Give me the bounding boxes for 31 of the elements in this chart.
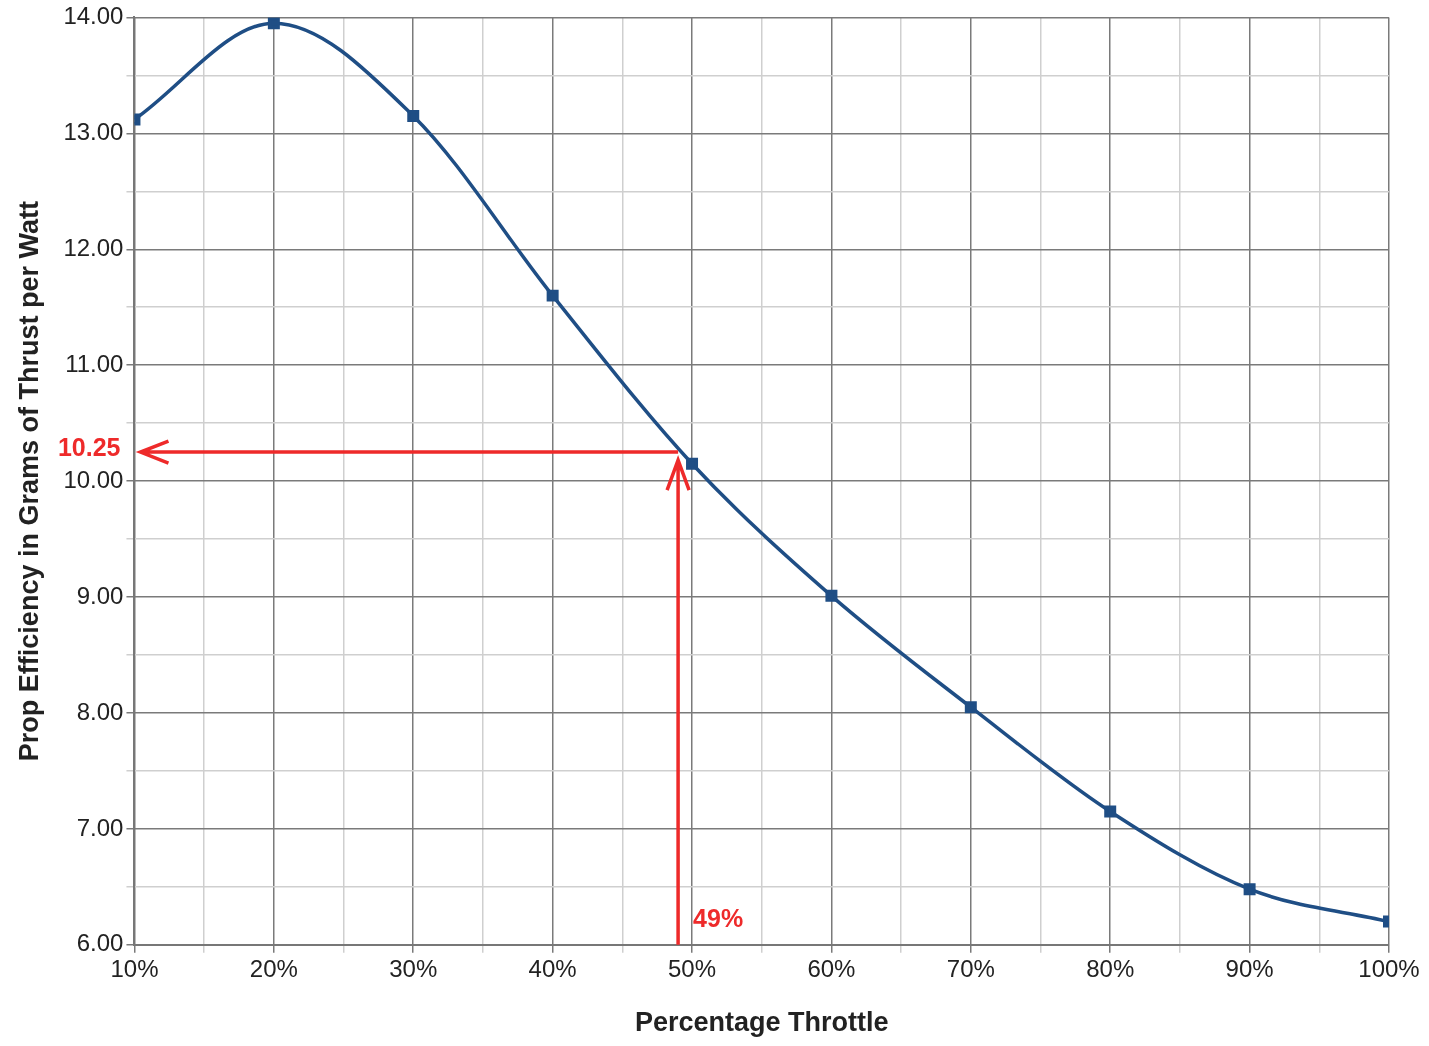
y-axis-title: Prop Efficiency in Grams of Thrust per Watt: [13, 201, 44, 762]
point: [1104, 805, 1117, 818]
point: [825, 589, 838, 602]
y-tick-label: 9.00: [76, 581, 124, 609]
point: [546, 289, 559, 302]
x-tick-label: 80%: [1086, 954, 1135, 982]
x-tick-label: 20%: [249, 954, 298, 982]
y-tick-label: 14.00: [63, 2, 124, 30]
point: [407, 109, 420, 122]
x-tick-label: 70%: [946, 954, 995, 982]
x-tick-label: 60%: [807, 954, 856, 982]
x-tick-label: 50%: [668, 954, 717, 982]
y-tick-label: 11.00: [65, 349, 124, 377]
annotation: 49%: [693, 904, 744, 933]
y-tick-label: 10.00: [63, 465, 124, 493]
x-tick-label: 90%: [1225, 954, 1274, 982]
x-tick-label: 30%: [389, 954, 438, 982]
x-axis-title: Percentage Throttle: [634, 1007, 889, 1038]
point: [1243, 883, 1256, 896]
annotation: 10.25: [57, 433, 121, 462]
y-tick-label: 6.00: [76, 929, 124, 957]
y-tick-label: 8.00: [76, 697, 124, 725]
point: [964, 701, 977, 714]
point: [267, 17, 280, 30]
y-tick-label: 13.00: [63, 117, 124, 145]
x-tick-label: 40%: [528, 954, 577, 982]
y-tick-label: 7.00: [76, 813, 124, 841]
y-tick-label: 12.00: [63, 233, 124, 261]
x-tick-label: 10%: [110, 954, 159, 982]
point: [686, 457, 699, 470]
x-tick-label: 100%: [1358, 954, 1420, 982]
